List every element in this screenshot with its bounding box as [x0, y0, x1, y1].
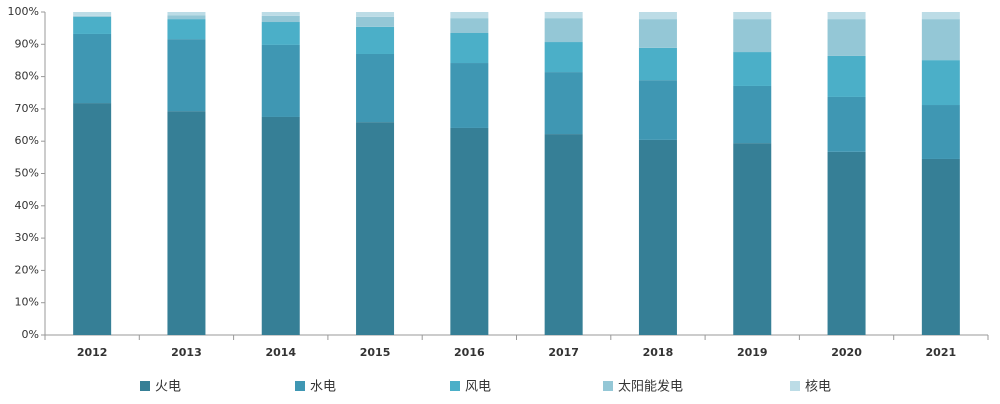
- bar-segment: [921, 105, 960, 159]
- legend-swatch: [603, 381, 613, 391]
- legend-swatch: [295, 381, 305, 391]
- y-tick-label: 20%: [15, 263, 39, 276]
- legend-label: 火电: [155, 380, 181, 395]
- bar-segment: [73, 33, 112, 104]
- bar-segment: [921, 60, 960, 106]
- bar-segment: [450, 12, 489, 19]
- bar-segment: [827, 55, 866, 97]
- y-tick-label: 60%: [15, 134, 39, 147]
- bar-segment: [733, 19, 772, 53]
- y-tick-label: 70%: [15, 102, 39, 115]
- y-tick-label: 100%: [8, 5, 39, 18]
- bar-segment: [73, 12, 112, 16]
- bar-segment: [261, 12, 300, 16]
- bar-segment: [638, 80, 677, 140]
- bar-segment: [827, 96, 866, 152]
- bar-segment: [73, 15, 112, 17]
- bar-segment: [261, 116, 300, 335]
- legend: 火电 水电 风电 太阳能发电 核电: [140, 379, 831, 395]
- bar-segment: [73, 16, 112, 34]
- bar-segment: [356, 122, 395, 335]
- bar-segment: [73, 103, 112, 335]
- y-tick-label: 50%: [15, 167, 39, 180]
- bar-segment: [450, 127, 489, 335]
- legend-label: 太阳能发电: [618, 379, 683, 395]
- x-tick-label: 2015: [360, 346, 391, 359]
- bar-segment: [356, 12, 395, 17]
- bar-segment: [356, 26, 395, 54]
- bar-segment: [167, 111, 206, 335]
- bar-segment: [261, 22, 300, 45]
- bar-segment: [733, 12, 772, 20]
- x-tick-label: 2019: [737, 346, 768, 359]
- bar-segment: [921, 19, 960, 61]
- legend-label: 风电: [465, 380, 491, 395]
- bar-segment: [450, 32, 489, 64]
- bar-segment: [167, 19, 206, 40]
- legend-label: 水电: [310, 380, 336, 395]
- bar-segment: [450, 63, 489, 128]
- x-tick-label: 2014: [265, 346, 296, 359]
- bar-segment: [261, 15, 300, 23]
- bar-segment: [638, 47, 677, 81]
- y-tick-label: 30%: [15, 231, 39, 244]
- bar-segment: [544, 42, 583, 73]
- bar-segment: [638, 139, 677, 335]
- bar-segment: [261, 44, 300, 117]
- legend-swatch: [450, 381, 460, 391]
- x-tick-label: 2020: [831, 346, 862, 359]
- bar-segment: [167, 15, 206, 20]
- y-tick-label: 10%: [15, 296, 39, 309]
- y-tick-label: 40%: [15, 199, 39, 212]
- bar-segment: [921, 158, 960, 335]
- bar-segment: [544, 72, 583, 135]
- bar-segment: [544, 134, 583, 335]
- bar-segment: [356, 53, 395, 123]
- bar-segment: [638, 19, 677, 48]
- bar-segment: [733, 52, 772, 86]
- bar-segment: [733, 143, 772, 335]
- bar-segment: [544, 18, 583, 43]
- legend-label: 核电: [805, 380, 831, 395]
- legend-swatch: [140, 381, 150, 391]
- x-tick-label: 2012: [77, 346, 108, 359]
- bar-segment: [544, 12, 583, 19]
- y-tick-label: 90%: [15, 37, 39, 50]
- bar-segment: [733, 85, 772, 144]
- y-tick-label: 80%: [15, 70, 39, 83]
- bar-segment: [827, 12, 866, 20]
- x-tick-label: 2021: [926, 346, 957, 359]
- x-tick-label: 2013: [171, 346, 202, 359]
- bar-segment: [827, 151, 866, 335]
- bar-segment: [167, 39, 206, 112]
- bar-segment: [450, 18, 489, 33]
- bar-segment: [167, 12, 206, 16]
- x-tick-label: 2017: [548, 346, 579, 359]
- y-tick-label: 0%: [22, 328, 39, 341]
- bar-segment: [638, 12, 677, 20]
- x-tick-label: 2018: [643, 346, 674, 359]
- x-tick-label: 2016: [454, 346, 485, 359]
- bar-segment: [827, 19, 866, 56]
- legend-swatch: [790, 381, 800, 391]
- bar-segment: [921, 12, 960, 20]
- bar-segment: [356, 16, 395, 27]
